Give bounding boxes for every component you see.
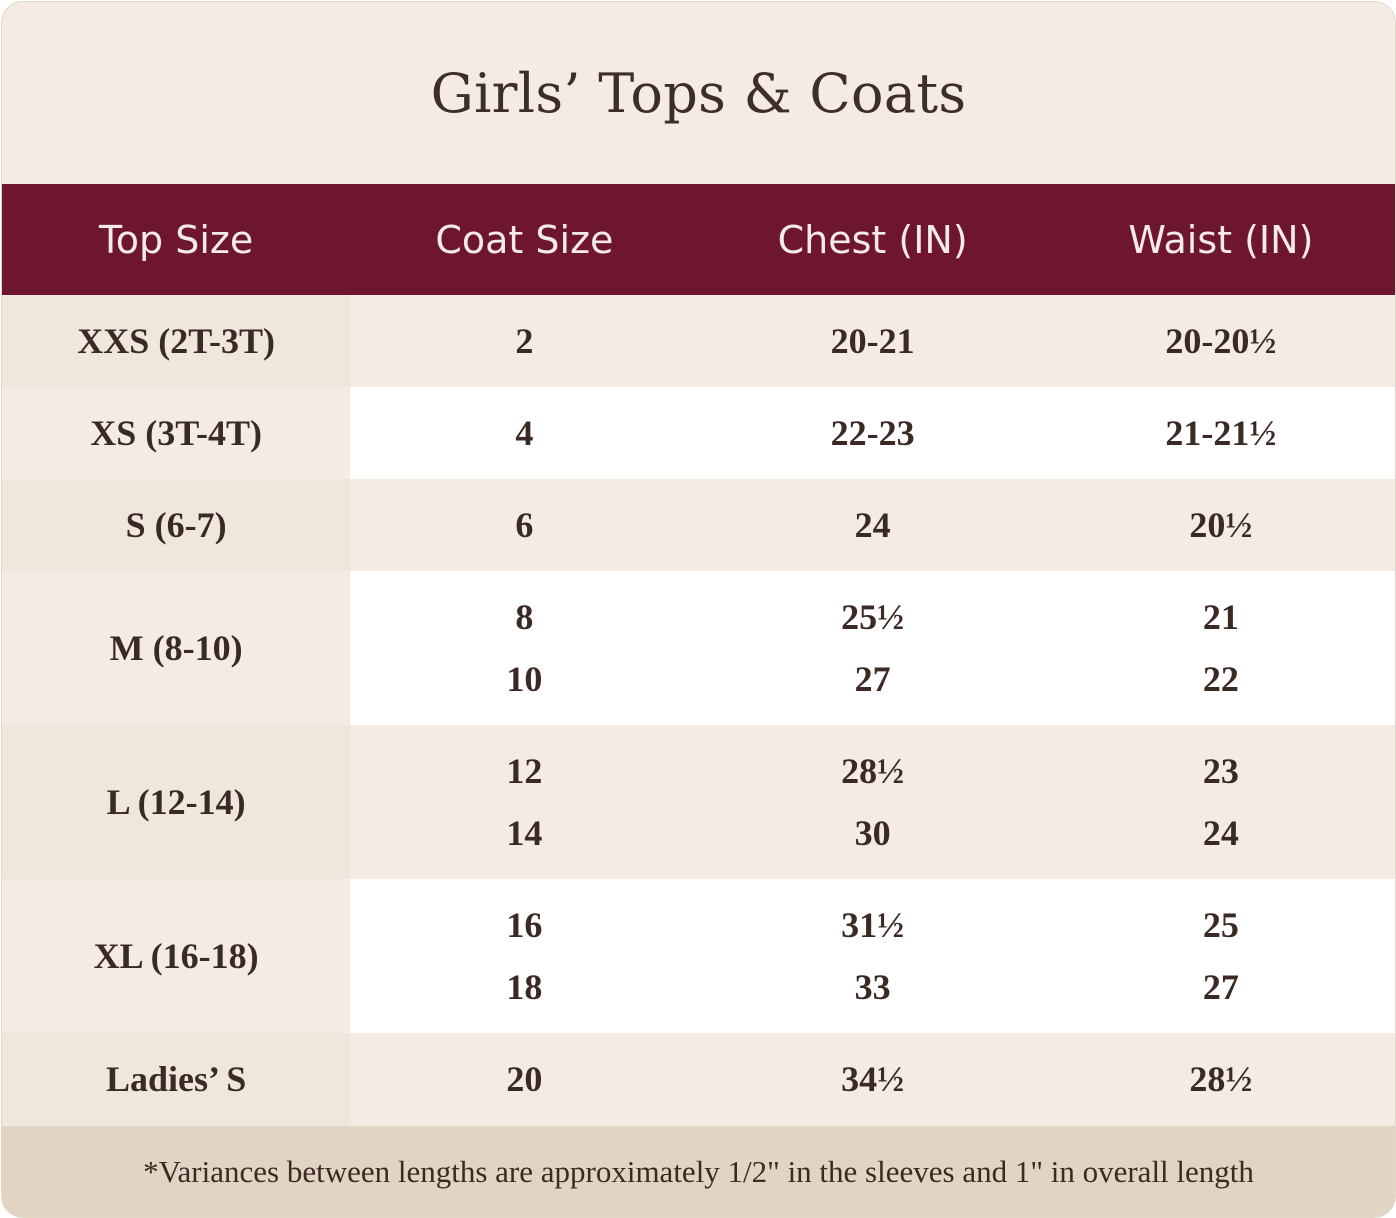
top-size-value: XXS (2T-3T) xyxy=(77,321,275,361)
chart-title: Girls’ Tops & Coats xyxy=(430,61,967,125)
waist-value: 21-21½ xyxy=(1165,413,1277,453)
cell-coat: 20 xyxy=(350,1033,699,1125)
chest-value: 30 xyxy=(854,813,891,853)
coat-value: 12 xyxy=(506,751,543,791)
cell-top-size: Ladies’ S xyxy=(2,1033,351,1125)
top-size-value: XS (3T-4T) xyxy=(90,413,262,453)
coat-value: 16 xyxy=(506,905,543,945)
coat-value: 6 xyxy=(515,505,534,545)
waist-value: 21 xyxy=(1202,597,1239,637)
table-header: Top Size Coat Size Chest (IN) Waist (IN) xyxy=(2,184,1395,295)
cell-coat: 16 18 xyxy=(350,879,699,1033)
coat-value: 4 xyxy=(515,413,534,453)
cell-waist: 20-20½ xyxy=(1046,295,1395,387)
top-size-value: M (8-10) xyxy=(109,628,243,668)
waist-value: 22 xyxy=(1202,659,1239,699)
cell-waist: 25 27 xyxy=(1046,879,1395,1033)
cell-top-size: M (8-10) xyxy=(2,571,351,725)
cell-top-size: S (6-7) xyxy=(2,479,351,571)
table-row: XL (16-18) 16 18 31½ 33 25 27 xyxy=(2,879,1395,1033)
cell-waist: 23 24 xyxy=(1046,725,1395,879)
waist-value: 25 xyxy=(1202,905,1239,945)
cell-coat: 12 14 xyxy=(350,725,699,879)
header-waist: Waist (IN) xyxy=(1128,217,1314,262)
cell-chest: 28½ 30 xyxy=(698,725,1047,879)
cell-waist: 28½ xyxy=(1046,1033,1395,1125)
chest-value: 25½ xyxy=(841,597,905,637)
table-row: Ladies’ S 20 34½ 28½ xyxy=(2,1033,1395,1125)
chest-value: 33 xyxy=(854,967,891,1007)
cell-top-size: XL (16-18) xyxy=(2,879,351,1033)
cell-top-size: L (12-14) xyxy=(2,725,351,879)
cell-waist: 21-21½ xyxy=(1046,387,1395,479)
table-row: M (8-10) 8 10 25½ 27 21 22 xyxy=(2,571,1395,725)
chest-value: 28½ xyxy=(841,751,905,791)
header-top-size: Top Size xyxy=(99,217,254,262)
cell-coat: 6 xyxy=(350,479,699,571)
cell-coat: 2 xyxy=(350,295,699,387)
table-row: XXS (2T-3T) 2 20-21 20-20½ xyxy=(2,295,1395,387)
cell-coat: 4 xyxy=(350,387,699,479)
coat-value: 14 xyxy=(506,813,543,853)
waist-value: 24 xyxy=(1202,813,1239,853)
coat-value: 20 xyxy=(506,1059,543,1099)
coat-value: 18 xyxy=(506,967,543,1007)
coat-value: 2 xyxy=(515,321,534,361)
waist-value: 23 xyxy=(1202,751,1239,791)
chest-value: 22-23 xyxy=(830,413,915,453)
table-row: L (12-14) 12 14 28½ 30 23 24 xyxy=(2,725,1395,879)
waist-value: 20-20½ xyxy=(1165,321,1277,361)
top-size-value: XL (16-18) xyxy=(93,936,259,976)
chest-value: 20-21 xyxy=(830,321,915,361)
chest-value: 31½ xyxy=(841,905,905,945)
waist-value: 20½ xyxy=(1189,505,1253,545)
chest-value: 27 xyxy=(854,659,891,699)
cell-waist: 21 22 xyxy=(1046,571,1395,725)
coat-value: 10 xyxy=(506,659,543,699)
cell-chest: 25½ 27 xyxy=(698,571,1047,725)
chest-value: 34½ xyxy=(841,1059,905,1099)
waist-value: 28½ xyxy=(1189,1059,1253,1099)
cell-chest: 20-21 xyxy=(698,295,1047,387)
coat-value: 8 xyxy=(515,597,534,637)
table-row: S (6-7) 6 24 20½ xyxy=(2,479,1395,571)
chest-value: 24 xyxy=(854,505,891,545)
top-size-value: S (6-7) xyxy=(125,505,227,545)
cell-chest: 24 xyxy=(698,479,1047,571)
cell-chest: 22-23 xyxy=(698,387,1047,479)
cell-top-size: XS (3T-4T) xyxy=(2,387,351,479)
table-body: XXS (2T-3T) 2 20-21 20-20½ XS (3T-4T) 4 22-23 2… xyxy=(2,295,1395,1125)
cell-chest: 31½ 33 xyxy=(698,879,1047,1033)
top-size-value: L (12-14) xyxy=(106,782,246,822)
cell-top-size: XXS (2T-3T) xyxy=(2,295,351,387)
top-size-value: Ladies’ S xyxy=(105,1059,247,1099)
header-coat-size: Coat Size xyxy=(435,217,614,262)
cell-coat: 8 10 xyxy=(350,571,699,725)
footnote: *Variances between lengths are approxima… xyxy=(2,1126,1395,1217)
header-chest: Chest (IN) xyxy=(777,217,968,262)
cell-chest: 34½ xyxy=(698,1033,1047,1125)
waist-value: 27 xyxy=(1202,967,1239,1007)
table-row: XS (3T-4T) 4 22-23 21-21½ xyxy=(2,387,1395,479)
cell-waist: 20½ xyxy=(1046,479,1395,571)
